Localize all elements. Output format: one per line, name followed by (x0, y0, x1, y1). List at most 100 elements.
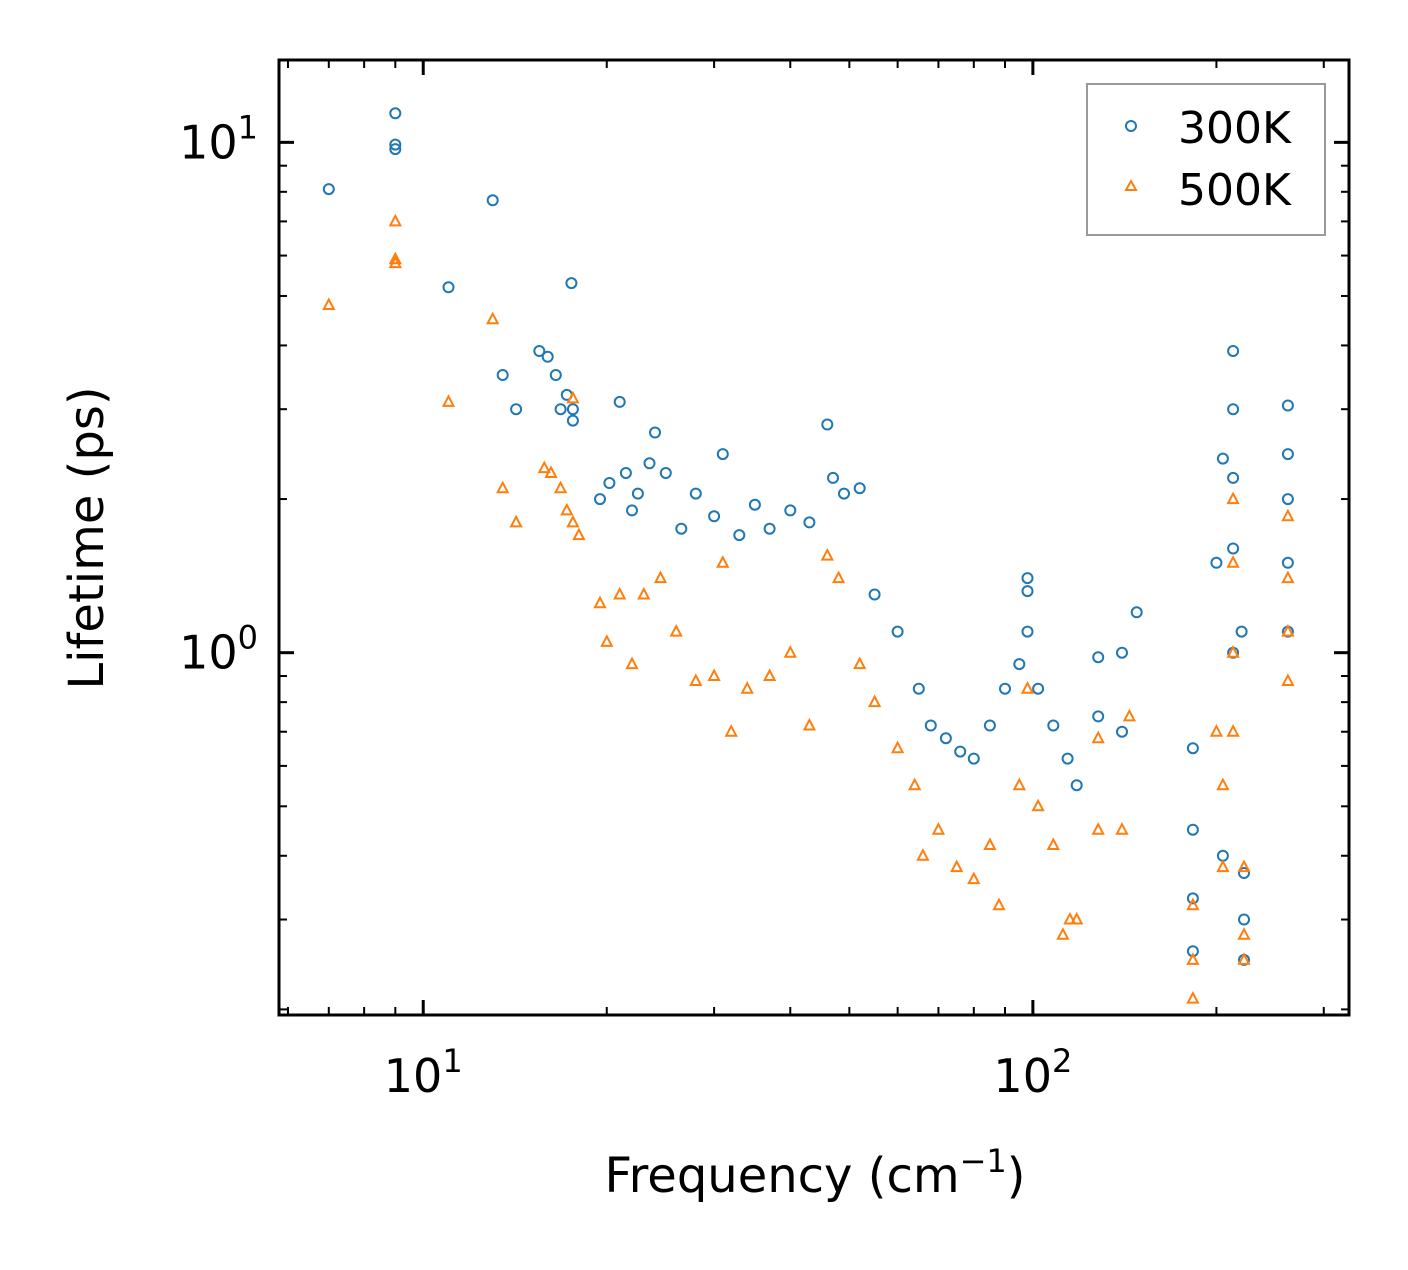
data-point-500k (783, 645, 797, 658)
data-point-300k (510, 403, 523, 416)
data-point-500k (669, 623, 683, 637)
data-point-300k (1238, 867, 1250, 879)
data-point-500k (724, 724, 738, 737)
data-point-300k (603, 477, 616, 489)
data-point-500k (544, 465, 558, 478)
data-point-500k (613, 586, 627, 600)
data-point-500k (1091, 822, 1105, 835)
data-point-300k (1116, 646, 1128, 659)
data-point-300k (549, 369, 562, 381)
data-point-500k (1281, 570, 1295, 584)
data-point-500k (707, 668, 721, 681)
data-point-500k (740, 681, 754, 694)
data-point-300k (954, 745, 967, 758)
data-point-300k (748, 498, 761, 511)
data-point-300k (1281, 399, 1294, 412)
data-point-300k (868, 588, 881, 601)
data-point-300k (838, 487, 850, 500)
data-point-300k (626, 504, 638, 517)
data-point-500k (931, 822, 946, 835)
legend-label-300k: 300K (1178, 103, 1292, 154)
data-point-500k (1012, 777, 1026, 791)
data-point-500k (1056, 927, 1070, 940)
data-point-300k (853, 482, 866, 495)
data-point-500k (1046, 837, 1060, 850)
data-point-300k (1281, 556, 1294, 569)
data-point-500k (1226, 491, 1240, 505)
data-point-500k (593, 595, 607, 609)
data-point-500k (600, 634, 614, 647)
data-point-300k (1130, 606, 1143, 619)
data-point-300k (891, 625, 904, 638)
data-point-500k (637, 586, 651, 600)
y-tick-labels: 100 101 (179, 108, 258, 679)
data-point-500k (802, 717, 817, 731)
data-point-500k (496, 480, 510, 494)
data-point-300k (708, 510, 721, 523)
data-point-500k (1209, 724, 1224, 737)
data-point-300k (983, 719, 996, 732)
data-point-300k (689, 487, 702, 500)
data-point-500k (560, 502, 574, 516)
data-point-300k (1227, 471, 1240, 484)
data-point-300k (322, 183, 335, 196)
data-point-300k (924, 719, 937, 732)
data-point-300k (554, 403, 567, 416)
x-axis-label: Frequency (cm−1) (604, 1142, 1025, 1204)
data-point-500k (1281, 508, 1295, 522)
data-point-300k (594, 493, 606, 506)
data-point-500k (983, 837, 997, 850)
data-point-300k (643, 457, 656, 470)
y-tick-label: 101 (179, 108, 258, 169)
data-point-500k (831, 570, 846, 584)
data-point-300k (1186, 892, 1199, 905)
data-point-300k (442, 281, 455, 294)
data-point-500k (1216, 777, 1230, 791)
data-point-300k (565, 277, 578, 290)
data-point-300k (1021, 572, 1034, 585)
data-point-300k (1186, 823, 1199, 836)
y-tick-label: 100 (179, 619, 258, 680)
major-ticks (279, 60, 1349, 1015)
data-point-500k (625, 656, 639, 670)
data-point-500k (1122, 708, 1137, 722)
data-point-500k (867, 694, 882, 708)
data-point-300k (1227, 403, 1240, 416)
data-point-300k (1227, 542, 1240, 555)
data-point-500k (1237, 927, 1251, 940)
data-point-300k (389, 138, 402, 151)
legend-marker-500k (1124, 178, 1138, 191)
data-point-300k (389, 107, 402, 120)
data-point-500k (1091, 730, 1105, 744)
data-point-300k (675, 522, 688, 535)
data-point-300k (631, 487, 644, 500)
data-point-300k (619, 467, 632, 479)
data-point-300k (784, 504, 797, 517)
data-point-500k (566, 514, 580, 528)
data-point-500k (486, 311, 500, 325)
plot-area (322, 107, 1295, 1004)
data-point-300k (486, 194, 499, 207)
data-point-500k (762, 668, 777, 681)
data-point-300k (1235, 625, 1248, 638)
data-point-300k (827, 471, 839, 484)
data-point-300k (566, 403, 579, 416)
data-point-300k (763, 522, 776, 535)
data-point-300k (533, 345, 546, 357)
y-axis-label: Lifetime (ps) (59, 386, 115, 689)
data-point-300k (1227, 345, 1240, 357)
data-point-300k (566, 414, 579, 427)
data-point-500k (950, 859, 964, 873)
series-300k (322, 107, 1294, 966)
data-point-300k (967, 752, 980, 765)
data-point-500k (1237, 859, 1251, 873)
data-point-300k (939, 732, 952, 745)
data-point-300k (1238, 913, 1250, 926)
data-point-300k (649, 426, 661, 439)
axes-frame (277, 58, 1351, 1017)
data-point-300k (1021, 585, 1034, 598)
data-point-500k (1186, 990, 1200, 1004)
legend-frame (1086, 83, 1326, 236)
